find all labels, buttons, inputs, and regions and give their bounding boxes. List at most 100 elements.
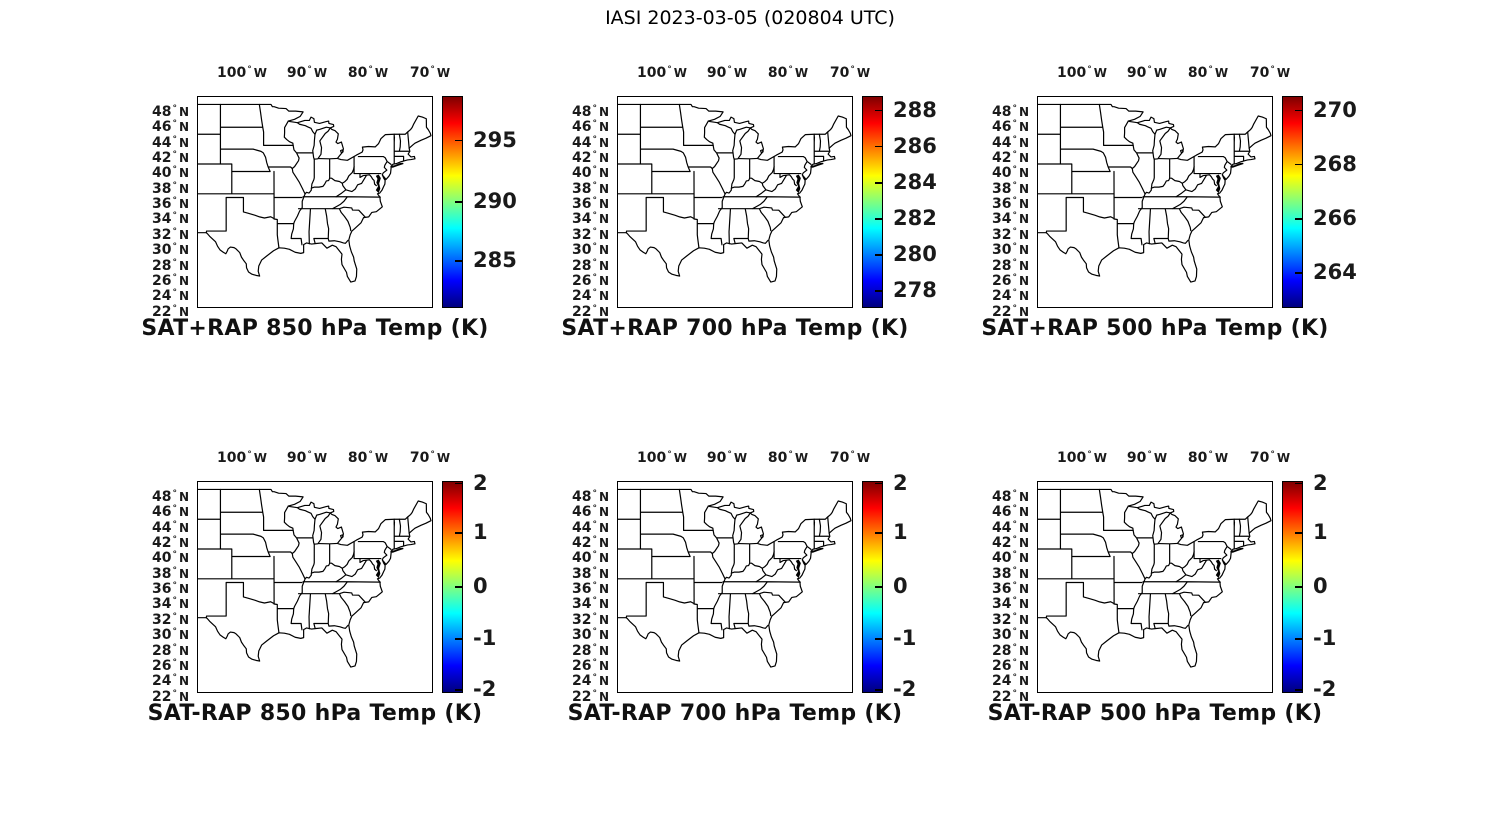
degree-symbol: ° — [1012, 288, 1017, 299]
degree-symbol: ° — [727, 65, 732, 75]
degree-symbol: ° — [172, 257, 177, 268]
degree-symbol: ° — [1012, 119, 1017, 130]
colorbar-tick-mark — [455, 482, 462, 485]
colorbar-tick-label: 2 — [1313, 470, 1328, 495]
lat-direction: N — [178, 551, 189, 566]
degree-symbol: ° — [592, 119, 597, 130]
lat-tick-label: 46° N — [131, 120, 189, 135]
lat-direction: N — [178, 674, 189, 689]
lat-tick-label: 34° N — [131, 212, 189, 227]
degree-symbol: ° — [307, 450, 312, 460]
lon-tick-value: 100 — [217, 65, 247, 81]
lat-direction: N — [178, 135, 189, 150]
lat-tick-value: 32 — [571, 611, 592, 628]
lon-tick-value: 70 — [409, 450, 430, 466]
lat-direction: N — [178, 181, 189, 196]
map-box — [1037, 481, 1273, 693]
panel-sat-minus-rap-850: 100° W 90° W 80° W 70° W 48° N 46° N 44° N 42° N 40° N 38°… — [148, 451, 497, 727]
colorbar-tick-mark — [875, 532, 882, 535]
map-box — [197, 481, 433, 693]
lon-tick-value: 80 — [347, 65, 368, 81]
us-states-map — [1038, 103, 1272, 283]
lat-tick-label: 48° N — [551, 105, 609, 120]
lat-tick-value: 40 — [571, 550, 592, 567]
colorbar-tick-mark — [455, 260, 462, 262]
degree-symbol: ° — [368, 450, 373, 460]
lat-tick-label: 30° N — [971, 628, 1029, 643]
degree-symbol: ° — [1012, 134, 1017, 145]
colorbar-tick-label: -2 — [1313, 677, 1337, 702]
lat-tick-value: 24 — [151, 673, 172, 690]
degree-symbol: ° — [1087, 450, 1092, 460]
lat-direction: N — [598, 520, 609, 535]
degree-symbol: ° — [172, 180, 177, 191]
colorbar-tick-mark — [875, 586, 882, 588]
degree-symbol: ° — [667, 450, 672, 460]
lat-tick-value: 22 — [571, 303, 592, 320]
lat-direction: N — [598, 674, 609, 689]
lat-tick-value: 36 — [991, 196, 1012, 213]
lat-tick-label: 36° N — [971, 582, 1029, 597]
lon-direction: W — [673, 451, 687, 465]
lat-tick-value: 42 — [571, 150, 592, 167]
lon-tick-label: 90° W — [707, 65, 747, 81]
lat-tick-value: 28 — [151, 642, 172, 659]
lat-tick-label: 36° N — [131, 582, 189, 597]
lat-tick-value: 36 — [571, 196, 592, 213]
lat-direction: N — [1018, 151, 1029, 166]
degree-symbol: ° — [1012, 180, 1017, 191]
colorbar-tick-label: 1 — [893, 520, 908, 545]
lon-tick-label: 100° W — [217, 450, 267, 466]
lat-tick-value: 24 — [571, 673, 592, 690]
lat-tick-value: 46 — [991, 119, 1012, 136]
degree-symbol: ° — [592, 581, 597, 592]
degree-symbol: ° — [1012, 642, 1017, 653]
lat-tick-label: 46° N — [551, 504, 609, 521]
lat-direction: N — [1018, 566, 1029, 581]
degree-symbol: ° — [592, 642, 597, 653]
lat-tick-label: 30° N — [551, 242, 609, 258]
degree-symbol: ° — [592, 242, 597, 253]
degree-symbol: ° — [172, 165, 177, 176]
degree-symbol: ° — [1012, 504, 1017, 515]
panel-sat-plus-rap-850: 100° W 90° W 80° W 70° W 48° N 46° N 44° N 42° N 40° N 38°… — [141, 66, 517, 342]
lat-tick-value: 22 — [991, 688, 1012, 705]
lat-tick-label: 48° N — [131, 105, 189, 120]
lat-direction: N — [598, 166, 609, 181]
lat-tick-label: 48° N — [551, 490, 609, 505]
map-box — [617, 481, 853, 693]
lat-tick-value: 46 — [571, 504, 592, 521]
lat-tick-value: 42 — [991, 535, 1012, 552]
colorbar-tick-mark — [875, 145, 882, 148]
lat-direction: N — [1018, 227, 1029, 242]
lat-direction: N — [598, 289, 609, 304]
lat-tick-label: 40° N — [131, 551, 189, 566]
colorbar-tick-mark — [875, 181, 882, 184]
lat-direction: N — [1018, 643, 1029, 658]
us-states-map — [1038, 488, 1272, 668]
degree-symbol: ° — [592, 211, 597, 222]
lat-tick-value: 38 — [571, 565, 592, 582]
lon-tick-value: 80 — [767, 450, 788, 466]
lat-tick-value: 38 — [151, 180, 172, 197]
lat-direction: N — [598, 197, 609, 212]
colorbar-tick-label: 285 — [473, 248, 517, 273]
lat-tick-label: 28° N — [971, 642, 1029, 658]
lon-tick-value: 100 — [637, 450, 667, 466]
lon-tick-value: 100 — [217, 450, 247, 466]
lat-tick-value: 26 — [151, 657, 172, 674]
lat-direction: N — [178, 289, 189, 304]
degree-symbol: ° — [1012, 550, 1017, 561]
lat-tick-value: 32 — [991, 611, 1012, 628]
panel-title: SAT+RAP 850 hPa Temp (K) — [141, 316, 489, 341]
colorbar-tick-mark — [455, 689, 462, 692]
lat-tick-label: 32° N — [971, 227, 1029, 242]
lat-tick-label: 28° N — [971, 258, 1029, 273]
degree-symbol: ° — [430, 450, 435, 460]
lat-tick-value: 42 — [571, 535, 592, 552]
degree-symbol: ° — [592, 611, 597, 622]
lat-tick-label: 44° N — [971, 520, 1029, 535]
lat-tick-value: 42 — [991, 150, 1012, 167]
lat-direction: N — [178, 490, 189, 504]
panel-title: SAT+RAP 700 hPa Temp (K) — [561, 316, 909, 341]
